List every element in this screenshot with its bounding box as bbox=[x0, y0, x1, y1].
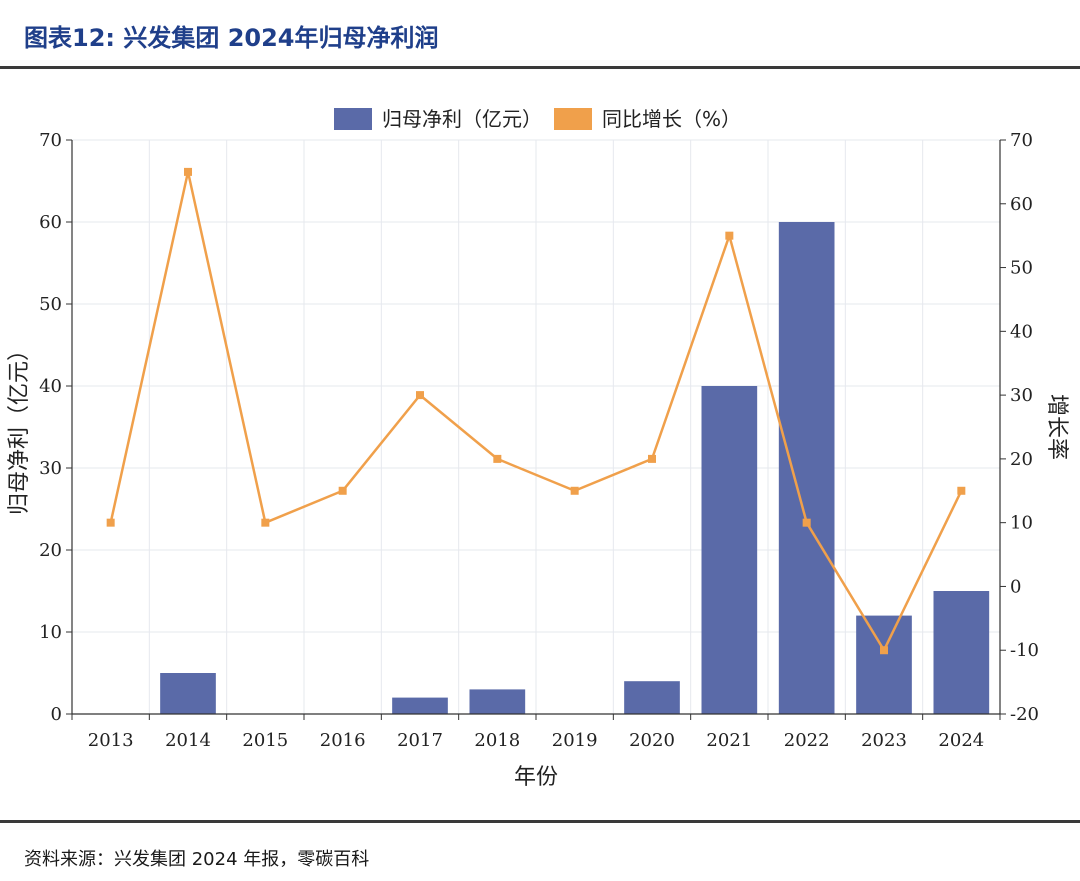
source-note: 资料来源：兴发集团 2024 年报，零碳百科 bbox=[24, 849, 370, 870]
growth-point-2020 bbox=[648, 454, 656, 463]
growth-point-2014 bbox=[184, 167, 192, 176]
x-tick-label-2019: 2019 bbox=[552, 730, 598, 751]
y2-tick-label: 40 bbox=[1010, 321, 1033, 342]
growth-point-2018 bbox=[493, 454, 502, 463]
y-tick-label: 70 bbox=[39, 130, 62, 151]
y-tick-label: 30 bbox=[39, 458, 62, 479]
chart: 0 10 20 30 40 50 60 70 -20 -10 0 10 20 30 40 50 60 70 2013… bbox=[7, 107, 1069, 790]
bar-2017 bbox=[392, 697, 448, 714]
growth-point-2022 bbox=[802, 518, 811, 527]
y2-tick-label: -10 bbox=[1010, 640, 1039, 661]
bar-2018 bbox=[469, 689, 526, 714]
growth-point-2013 bbox=[106, 518, 115, 527]
legend-swatch-line bbox=[554, 108, 592, 130]
y2-axis-title: 增长率 bbox=[1044, 394, 1069, 460]
figure-title: 图表12: 兴发集团 2024年归母净利润 bbox=[24, 24, 439, 52]
y2-tick-label: 50 bbox=[1010, 258, 1033, 279]
top-rule bbox=[0, 66, 1080, 69]
bar-2020 bbox=[624, 681, 680, 714]
bottom-rule bbox=[0, 820, 1080, 823]
growth-point-2017 bbox=[416, 391, 424, 400]
growth-point-2023 bbox=[880, 646, 888, 655]
x-tick-label-2021: 2021 bbox=[706, 730, 752, 751]
y-tick-label: 20 bbox=[39, 540, 62, 561]
growth-point-2024 bbox=[957, 486, 966, 495]
bar-2023 bbox=[856, 615, 912, 714]
y2-tick-label: 20 bbox=[1010, 449, 1033, 470]
y2-tick-label: 10 bbox=[1010, 513, 1033, 534]
y-tick-label: 40 bbox=[39, 376, 62, 397]
y-tick-label: 60 bbox=[39, 212, 62, 233]
growth-point-2016 bbox=[338, 486, 347, 495]
y-axis-title: 归母净利（亿元） bbox=[7, 339, 32, 515]
bar-2014 bbox=[160, 673, 216, 714]
x-tick-label-2024: 2024 bbox=[938, 730, 984, 751]
x-tick-label-2017: 2017 bbox=[397, 730, 443, 751]
y-tick-label: 10 bbox=[39, 622, 62, 643]
x-tick-label-2020: 2020 bbox=[629, 730, 675, 751]
y2-tick-label: 70 bbox=[1010, 130, 1033, 151]
y-tick-label: 50 bbox=[39, 294, 62, 315]
x-tick-label-2022: 2022 bbox=[784, 730, 830, 751]
x-axis-title: 年份 bbox=[514, 765, 558, 790]
x-tick-label-2016: 2016 bbox=[320, 730, 366, 751]
bar-2022 bbox=[778, 222, 835, 714]
growth-point-2021 bbox=[725, 231, 734, 240]
x-tick-label-2023: 2023 bbox=[861, 730, 907, 751]
x-tick-label-2015: 2015 bbox=[242, 730, 288, 751]
legend-label-line: 同比增长（%） bbox=[602, 107, 741, 131]
bar-2021 bbox=[701, 386, 758, 714]
legend-label-bar: 归母净利（亿元） bbox=[382, 107, 542, 131]
bar-2024 bbox=[933, 591, 990, 714]
y2-tick-label: -20 bbox=[1010, 704, 1039, 725]
x-tick-label-2013: 2013 bbox=[88, 730, 134, 751]
y2-tick-label: 30 bbox=[1010, 385, 1033, 406]
x-tick-label-2014: 2014 bbox=[165, 730, 211, 751]
x-tick-label-2018: 2018 bbox=[474, 730, 520, 751]
growth-point-2019 bbox=[570, 486, 579, 495]
growth-line bbox=[109, 170, 963, 652]
growth-point-2015 bbox=[261, 518, 270, 527]
y-tick-label: 0 bbox=[51, 704, 62, 725]
y2-tick-label: 60 bbox=[1010, 194, 1033, 215]
y2-tick-label: 0 bbox=[1010, 576, 1021, 597]
legend-swatch-bar bbox=[334, 108, 372, 130]
